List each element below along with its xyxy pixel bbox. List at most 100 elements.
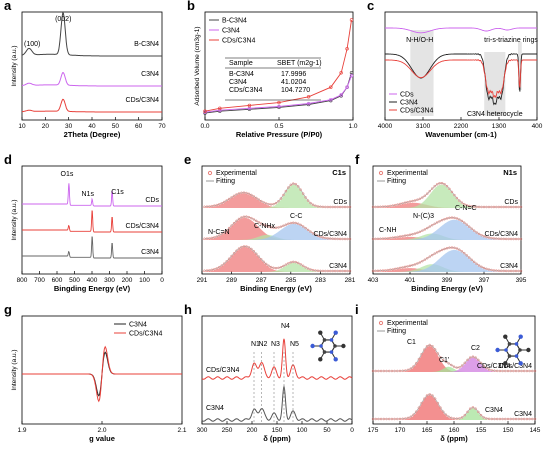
data-point — [507, 269, 510, 273]
x-tick-label: 10 — [18, 123, 26, 130]
series-line — [22, 236, 162, 259]
data-point — [384, 269, 387, 272]
legend-label: CDs — [400, 92, 414, 99]
data-point — [379, 369, 383, 373]
fit-peak — [373, 249, 521, 272]
data-point — [480, 205, 483, 209]
data-point — [259, 199, 263, 203]
atom — [333, 330, 338, 335]
x-tick-label: 0 — [350, 427, 354, 434]
series-label: CDs/C3N4 — [206, 367, 240, 374]
panel-f: f 403 401 399 397 395 Binding Energy (eV) N1s Ex… — [355, 152, 527, 293]
data-point — [222, 231, 226, 234]
data-point — [502, 205, 505, 209]
data-point — [329, 85, 333, 89]
data-point — [495, 417, 499, 421]
data-point — [433, 222, 436, 226]
x-tick-label: 289 — [226, 277, 237, 284]
data-point — [465, 223, 468, 226]
data-point — [421, 259, 424, 263]
data-point — [401, 202, 404, 205]
data-point — [225, 199, 228, 202]
data-point — [333, 269, 337, 273]
data-point — [284, 263, 288, 266]
data-point — [379, 417, 383, 421]
data-point — [316, 205, 320, 208]
data-point — [490, 236, 493, 240]
data-point — [309, 230, 312, 233]
table-cell: CDs/C3N4 — [229, 87, 263, 94]
data-point — [520, 369, 523, 373]
data-point — [514, 369, 518, 373]
x-tick-label: 283 — [315, 277, 326, 284]
data-point — [374, 205, 377, 209]
data-point — [528, 417, 531, 421]
data-point — [272, 226, 275, 229]
data-point — [255, 252, 258, 256]
data-point — [384, 237, 387, 240]
atom — [507, 342, 512, 346]
data-point — [240, 191, 243, 195]
data-point — [440, 218, 444, 222]
data-point — [495, 269, 498, 272]
data-point — [418, 230, 422, 234]
data-point — [264, 262, 268, 266]
atom — [341, 343, 346, 349]
data-point — [326, 237, 330, 240]
x-tick-label: 600 — [52, 277, 63, 284]
data-point — [393, 236, 397, 239]
data-point — [348, 269, 352, 273]
data-point — [377, 369, 380, 373]
atom — [518, 334, 523, 339]
data-point — [314, 233, 317, 236]
legend-label: Experimental — [387, 170, 428, 177]
data-point — [346, 237, 349, 241]
annotation: tri-s-triazine rings — [484, 37, 538, 44]
panel-letter: g — [4, 302, 12, 317]
data-point — [333, 237, 337, 241]
data-point — [444, 360, 448, 364]
x-tick-label: 0.5 — [274, 123, 283, 130]
series-label: CDs/C3N4 — [314, 231, 348, 238]
data-point — [385, 369, 388, 373]
data-point — [465, 204, 468, 207]
data-point — [296, 185, 300, 188]
fit-envelope — [204, 183, 350, 208]
data-point — [391, 204, 394, 207]
x-tick-label: 2.1 — [177, 427, 186, 434]
data-point — [433, 184, 436, 188]
data-point — [504, 205, 508, 209]
data-point — [416, 262, 419, 265]
data-point — [522, 369, 526, 373]
data-point — [495, 369, 499, 373]
data-point — [426, 192, 429, 195]
atom — [503, 334, 508, 339]
panel-title: C1s — [332, 168, 346, 177]
data-point — [413, 232, 417, 235]
data-point — [343, 205, 347, 209]
legend-label: CDs/C3N4 — [400, 108, 434, 115]
data-point — [349, 73, 354, 78]
data-point — [225, 229, 228, 232]
data-point — [326, 205, 330, 209]
data-point — [443, 247, 446, 251]
legend-label: C3N4 — [222, 28, 240, 35]
data-point — [218, 234, 221, 237]
annotation: N2 — [259, 341, 268, 348]
data-point — [525, 369, 529, 373]
data-point — [289, 261, 293, 264]
legend-swatch — [378, 170, 384, 176]
data-point — [311, 268, 315, 272]
data-point — [435, 251, 439, 254]
data-point — [306, 101, 311, 106]
data-point — [450, 190, 454, 194]
data-point — [477, 410, 480, 414]
y-axis-label: Intensity (a.u.) — [11, 199, 18, 240]
data-point — [287, 262, 290, 265]
x-tick-label: 3100 — [416, 123, 431, 130]
atom — [319, 344, 323, 348]
data-point — [441, 358, 445, 362]
plot-frame — [201, 165, 351, 275]
highlight-band — [410, 30, 434, 116]
panel-letter: d — [4, 152, 12, 167]
